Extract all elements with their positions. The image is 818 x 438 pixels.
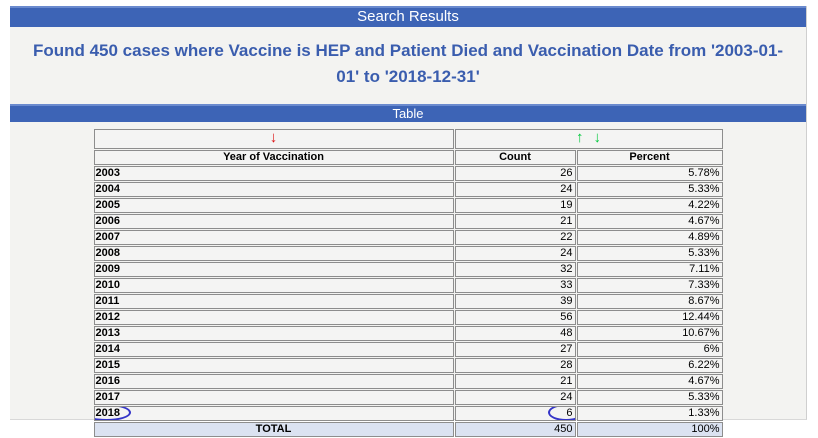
- percent-cell: 10.67%: [576, 325, 723, 341]
- results-page: Search Results Found 450 cases where Vac…: [10, 6, 807, 437]
- table-row: 2003 26 5.78%: [93, 165, 723, 181]
- green-up-arrow-icon[interactable]: ↑: [576, 129, 584, 147]
- column-header-year: Year of Vaccination: [93, 149, 454, 165]
- percent-cell: 4.89%: [576, 229, 723, 245]
- results-summary-title: Found 450 cases where Vaccine is HEP and…: [32, 41, 784, 87]
- year-cell: 2015: [93, 357, 454, 373]
- count-cell: 21: [454, 213, 576, 229]
- count-cell: 56: [454, 309, 576, 325]
- table-row: 2011 39 8.67%: [93, 293, 723, 309]
- year-cell: 2018: [93, 405, 454, 421]
- year-cell: 2004: [93, 181, 454, 197]
- year-cell: 2008: [93, 245, 454, 261]
- table-section-header: Table: [10, 103, 806, 122]
- column-header-row: Year of Vaccination Count Percent: [93, 149, 723, 165]
- year-cell: 2007: [93, 229, 454, 245]
- table-row: 2017 24 5.33%: [93, 389, 723, 405]
- percent-cell: 12.44%: [576, 309, 723, 325]
- count-cell: 26: [454, 165, 576, 181]
- year-cell: 2005: [93, 197, 454, 213]
- count-cell: 48: [454, 325, 576, 341]
- percent-cell: 7.11%: [576, 261, 723, 277]
- year-cell: 2006: [93, 213, 454, 229]
- annotation-ellipse-count: [547, 406, 575, 420]
- search-results-header: Search Results: [10, 6, 806, 27]
- percent-cell: 4.67%: [576, 213, 723, 229]
- count-cell: 39: [454, 293, 576, 309]
- table-row: 2004 24 5.33%: [93, 181, 723, 197]
- table-row: 2015 28 6.22%: [93, 357, 723, 373]
- table-row: 2018 6 1.33%: [93, 405, 723, 421]
- sort-controls-row: ↓ ↑ ↓: [93, 128, 723, 149]
- percent-cell: 8.67%: [576, 293, 723, 309]
- total-label-cell: TOTAL: [93, 421, 454, 437]
- table-row: 2006 21 4.67%: [93, 213, 723, 229]
- year-cell: 2011: [93, 293, 454, 309]
- count-cell: 6: [454, 405, 576, 421]
- year-cell: 2009: [93, 261, 454, 277]
- count-cell: 21: [454, 373, 576, 389]
- percent-cell: 4.67%: [576, 373, 723, 389]
- percent-cell: 7.33%: [576, 277, 723, 293]
- count-cell: 27: [454, 341, 576, 357]
- column-header-percent: Percent: [576, 149, 723, 165]
- annotation-ellipse-year: [94, 406, 131, 420]
- year-cell: 2010: [93, 277, 454, 293]
- results-table: ↓ ↑ ↓ Year of Vaccination Count Percent 2…: [93, 128, 724, 438]
- year-cell: 2013: [93, 325, 454, 341]
- year-cell: 2017: [93, 389, 454, 405]
- table-row: 2014 27 6%: [93, 341, 723, 357]
- count-cell: 28: [454, 357, 576, 373]
- table-row: 2005 19 4.22%: [93, 197, 723, 213]
- year-cell: 2003: [93, 165, 454, 181]
- year-sort-cell: ↓: [93, 128, 454, 149]
- year-cell: 2012: [93, 309, 454, 325]
- percent-cell: 6.22%: [576, 357, 723, 373]
- table-row: 2008 24 5.33%: [93, 245, 723, 261]
- percent-cell: 6%: [576, 341, 723, 357]
- count-cell: 24: [454, 181, 576, 197]
- total-count-cell: 450: [454, 421, 576, 437]
- table-row: 2012 56 12.44%: [93, 309, 723, 325]
- percent-cell: 5.78%: [576, 165, 723, 181]
- count-cell: 33: [454, 277, 576, 293]
- year-cell: 2016: [93, 373, 454, 389]
- percent-cell: 5.33%: [576, 245, 723, 261]
- percent-cell: 5.33%: [576, 389, 723, 405]
- table-row: 2013 48 10.67%: [93, 325, 723, 341]
- count-cell: 22: [454, 229, 576, 245]
- table-row: 2009 32 7.11%: [93, 261, 723, 277]
- percent-cell: 5.33%: [576, 181, 723, 197]
- green-down-arrow-icon[interactable]: ↓: [593, 129, 602, 147]
- table-row: 2010 33 7.33%: [93, 277, 723, 293]
- count-sort-cell: ↑ ↓: [454, 128, 723, 149]
- count-cell: 24: [454, 389, 576, 405]
- percent-cell: 1.33%: [576, 405, 723, 421]
- total-percent-cell: 100%: [576, 421, 723, 437]
- total-row: TOTAL 450 100%: [93, 421, 723, 437]
- year-cell: 2014: [93, 341, 454, 357]
- count-cell: 32: [454, 261, 576, 277]
- count-cell: 24: [454, 245, 576, 261]
- table-row: 2016 21 4.67%: [93, 373, 723, 389]
- table-row: 2007 22 4.89%: [93, 229, 723, 245]
- count-cell: 19: [454, 197, 576, 213]
- red-down-arrow-icon[interactable]: ↓: [269, 129, 278, 147]
- results-table-container: ↓ ↑ ↓ Year of Vaccination Count Percent 2…: [10, 128, 806, 438]
- column-header-count: Count: [454, 149, 576, 165]
- percent-cell: 4.22%: [576, 197, 723, 213]
